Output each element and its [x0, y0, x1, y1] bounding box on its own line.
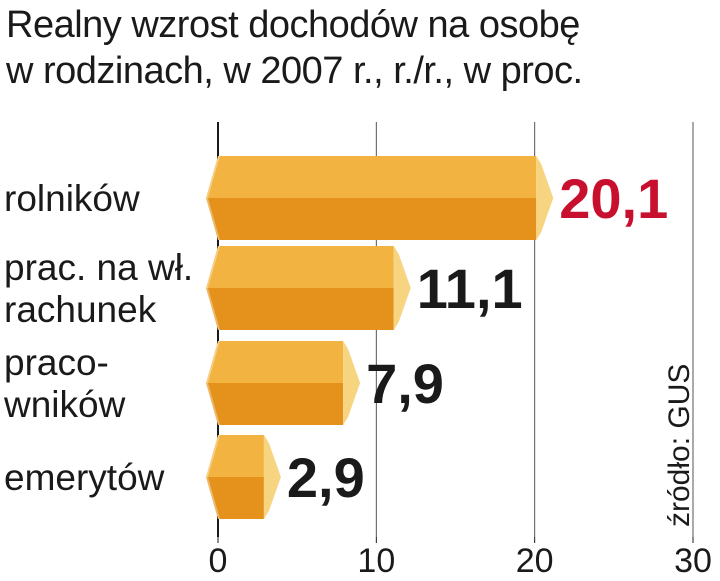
- bar-top-face: [206, 341, 344, 383]
- bar-tip: [343, 341, 361, 425]
- category-labels: rolników prac. na wł.rachunek praco-wników…: [3, 178, 193, 498]
- bar-3: [206, 435, 281, 519]
- value-label-2: 7,9: [366, 352, 444, 415]
- chart-title: Realny wzrost dochodów na osobę w rodzin…: [6, 2, 583, 94]
- bar-1: [206, 246, 411, 330]
- bar-tip: [393, 246, 411, 330]
- value-label-3: 2,9: [287, 446, 365, 509]
- x-tick-label-10: 10: [357, 542, 395, 580]
- bar-bottom-face: [206, 288, 394, 330]
- bar-top-face: [206, 156, 537, 198]
- source-note: źródło: GUS: [663, 364, 696, 527]
- category-label-1-line-2: rachunek: [4, 289, 157, 330]
- category-label-1-line-1: prac. na wł.: [4, 247, 193, 288]
- bar-bottom-face: [206, 198, 537, 240]
- category-label-0-line-1: rolników: [4, 178, 140, 219]
- bar-tip: [263, 435, 281, 519]
- bar-0: [206, 156, 554, 240]
- bar-2: [206, 341, 361, 425]
- value-label-0: 20,1: [559, 167, 668, 230]
- x-axis-tick-labels: 0 10 20 30: [209, 542, 712, 580]
- chart-title-line-1: Realny wzrost dochodów na osobę: [6, 4, 580, 46]
- x-tick-label-20: 20: [516, 542, 554, 580]
- bar-tip: [536, 156, 554, 240]
- bars: [206, 156, 554, 519]
- bar-bottom-face: [206, 477, 264, 519]
- bar-top-face: [206, 246, 394, 288]
- bar-bottom-face: [206, 383, 344, 425]
- bar-top-face: [206, 435, 264, 477]
- x-tick-label-30: 30: [674, 542, 712, 580]
- x-tick-label-0: 0: [209, 542, 228, 580]
- chart-title-line-2: w rodzinach, w 2007 r., r./r., w proc.: [6, 50, 583, 92]
- category-label-3-line-1: emerytów: [4, 457, 165, 498]
- category-label-2-line-1: praco-: [4, 342, 109, 383]
- category-label-2-line-2: wników: [3, 384, 126, 425]
- value-label-1: 11,1: [417, 257, 523, 320]
- value-labels: 20,1 11,1 7,92,9: [287, 167, 668, 509]
